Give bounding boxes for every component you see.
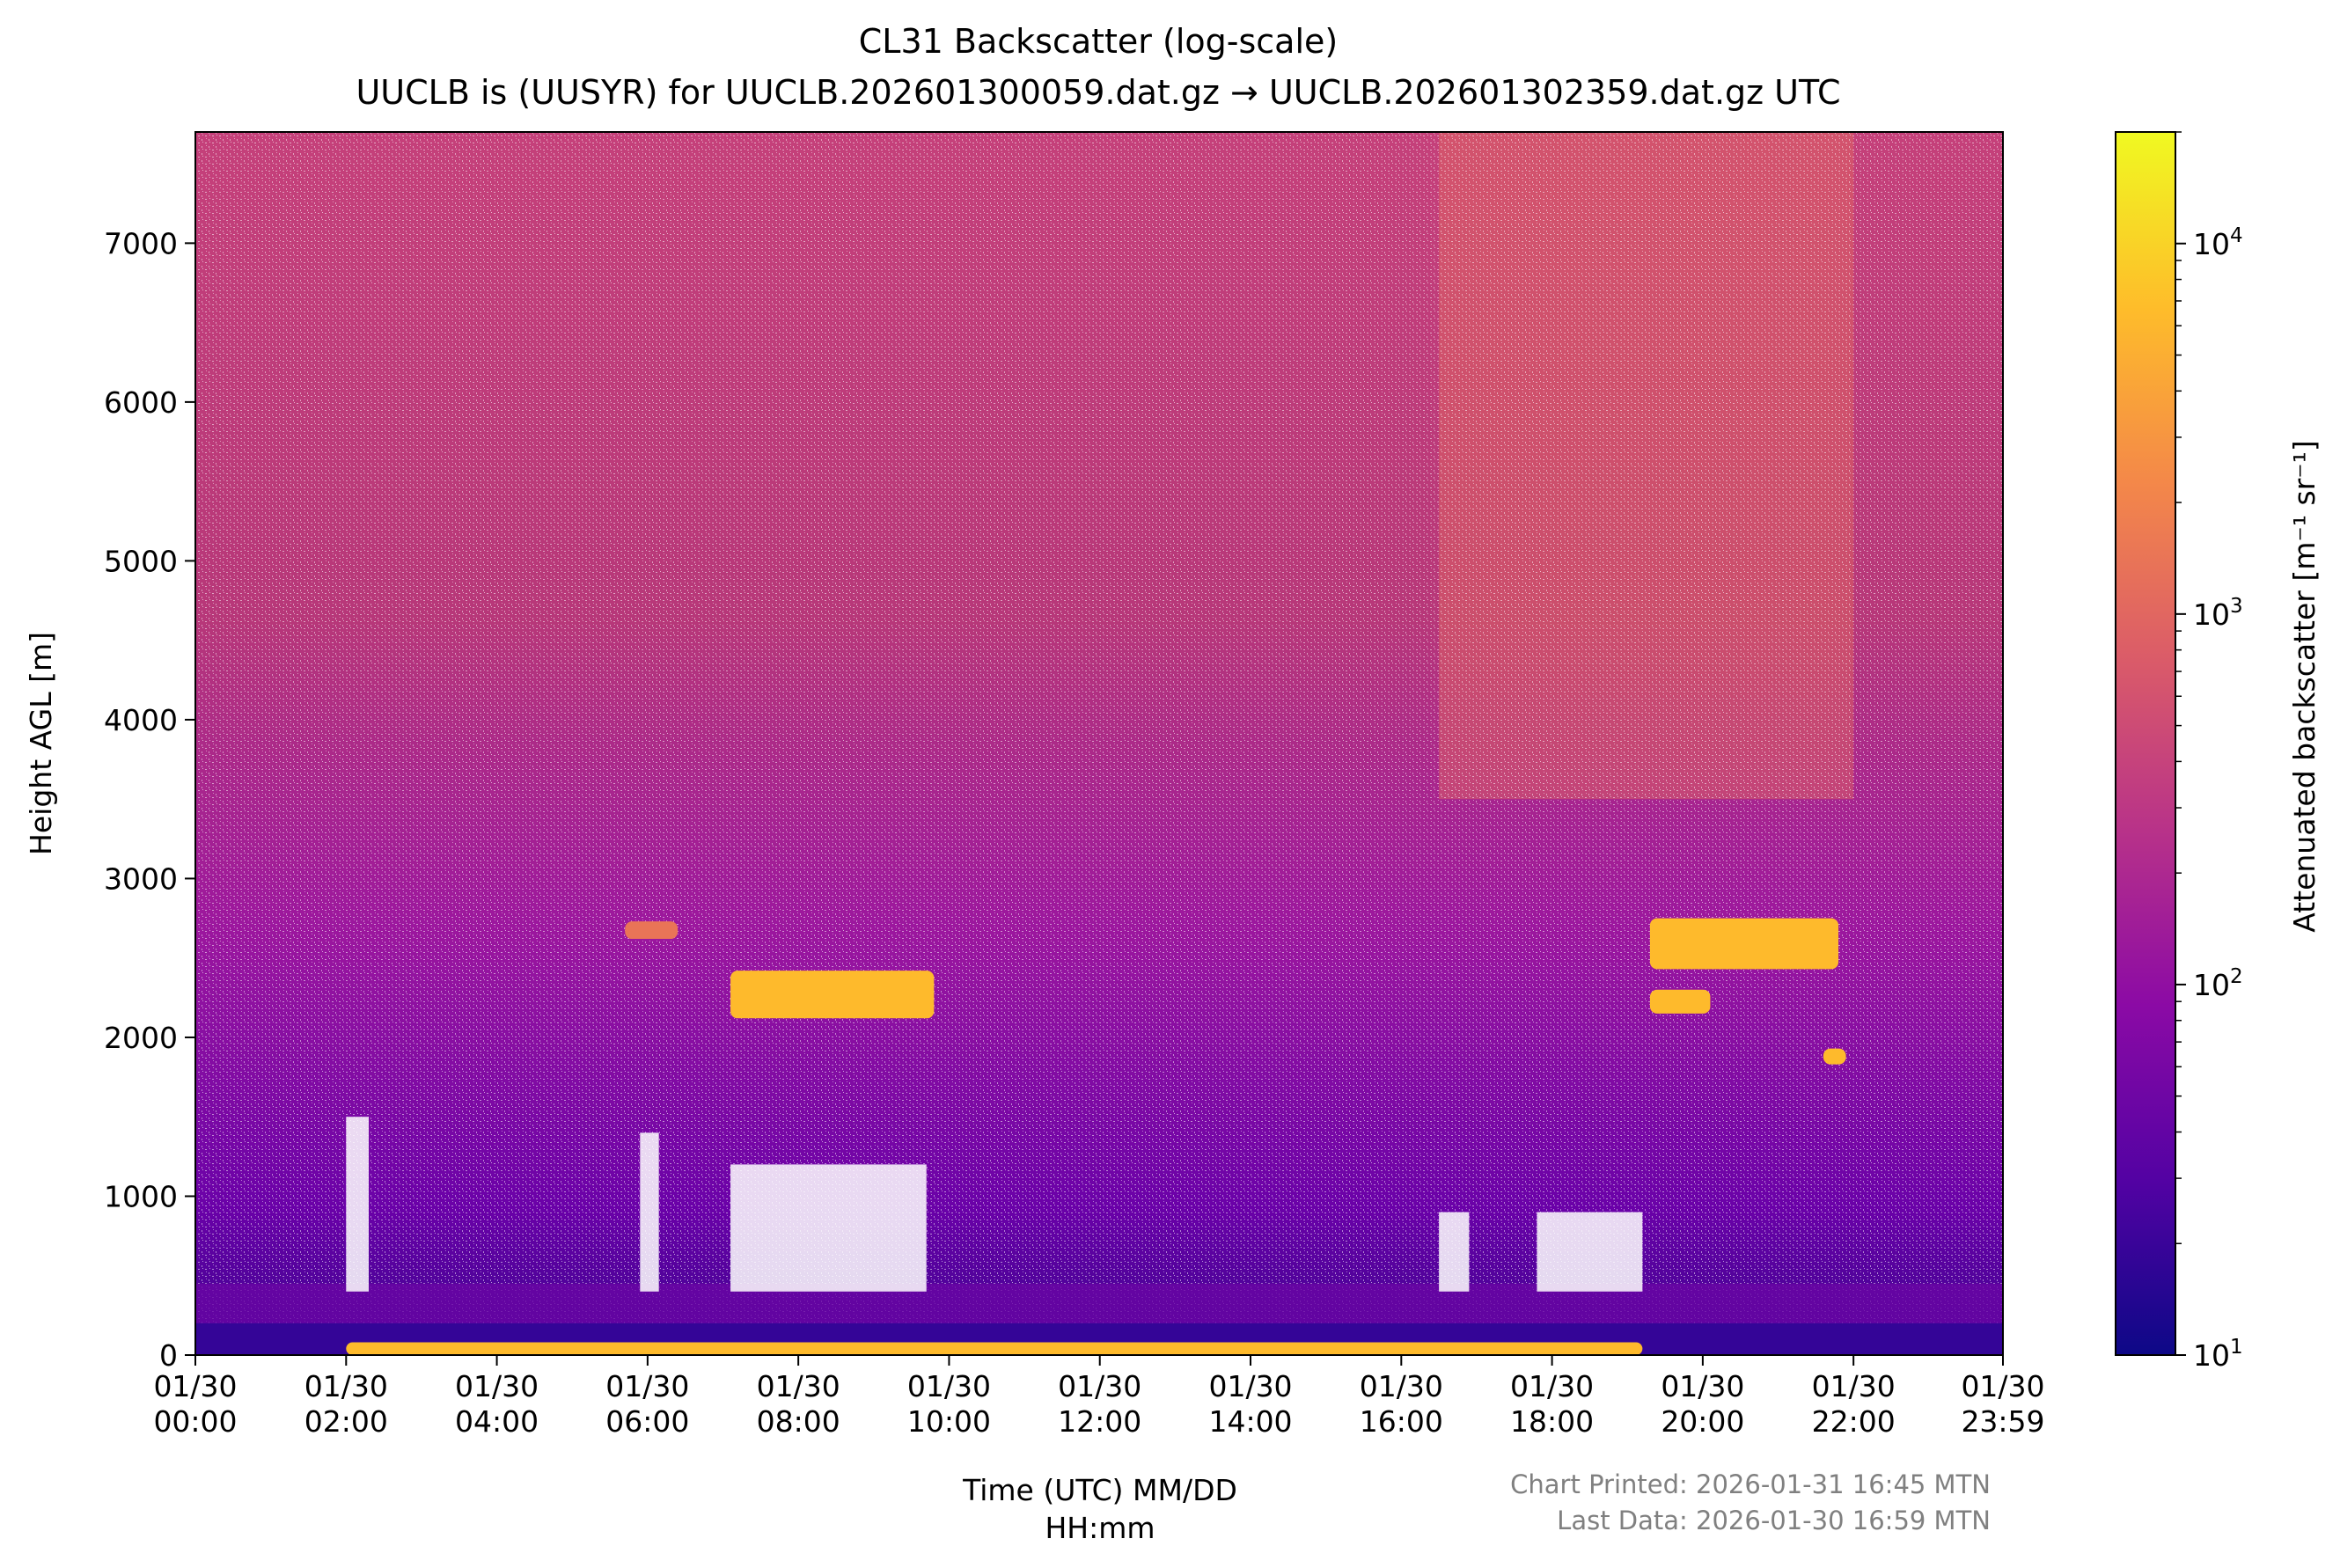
cloud-feature [730,971,935,1019]
x-tick-date: 01/30 [1661,1369,1744,1403]
low-signal-gap [640,1132,659,1292]
x-tick-date: 01/30 [757,1369,840,1403]
x-tick-time: 04:00 [455,1404,539,1439]
cloud-feature [1649,989,1711,1014]
x-tick-date: 01/30 [605,1369,689,1403]
y-tick-label: 7000 [104,226,178,260]
last-data-note: Last Data: 2026-01-30 16:59 MTN [1557,1506,1991,1535]
y-tick-label: 3000 [104,861,178,896]
x-tick-time: 20:00 [1661,1404,1744,1439]
x-tick-time: 18:00 [1510,1404,1594,1439]
colorbar [2115,131,2176,1356]
x-tick-date: 01/30 [1208,1369,1292,1403]
cloud-feature [1649,918,1839,970]
x-tick-date: 01/30 [153,1369,237,1403]
chart-title: CL31 Backscatter (log-scale) [859,22,1338,61]
colorbar-ticks: 101 102 103 104 [2175,131,2243,1373]
y-axis-ticks: 0 1000 2000 3000 4000 5000 6000 7000 [104,226,195,1373]
x-tick-time: 23:59 [1961,1404,2044,1439]
x-tick-time: 12:00 [1058,1404,1141,1439]
cloud-feature [1823,1048,1846,1065]
chart-subtitle: UUCLB is (UUSYR) for UUCLB.202601300059.… [356,73,1840,112]
x-tick-date: 01/30 [907,1369,991,1403]
x-tick-time: 08:00 [757,1404,840,1439]
x-tick-date: 01/30 [1510,1369,1594,1403]
y-tick-label: 5000 [104,544,178,578]
x-tick-time: 14:00 [1208,1404,1292,1439]
low-signal-gap [346,1117,369,1292]
x-tick-time: 00:00 [153,1404,237,1439]
chart-printed-note: Chart Printed: 2026-01-31 16:45 MTN [1510,1469,1991,1499]
x-tick-date: 01/30 [455,1369,539,1403]
colorbar-label: Attenuated backscatter [m⁻¹ sr⁻¹] [2287,440,2322,933]
x-tick-time: 06:00 [605,1404,689,1439]
x-tick-time: 10:00 [907,1404,991,1439]
x-tick-time: 16:00 [1360,1404,1443,1439]
y-tick-label: 2000 [104,1021,178,1055]
x-axis-label-line1: Time (UTC) MM/DD [962,1473,1237,1507]
x-tick-date: 01/30 [1961,1369,2044,1403]
colorbar-tick-label: 101 [2193,1336,2243,1373]
x-tick-date: 01/30 [304,1369,388,1403]
x-tick-date: 01/30 [1360,1369,1443,1403]
colorbar-tick-label: 104 [2193,224,2243,261]
y-tick-label: 4000 [104,703,178,737]
heatmap-plot-area [195,132,2003,1355]
x-axis-ticks: 01/3000:0001/3002:0001/3004:0001/3006:00… [153,1355,2045,1439]
y-tick-label: 1000 [104,1179,178,1213]
x-axis-label-line2: HH:mm [1045,1511,1155,1545]
x-tick-date: 01/30 [1058,1369,1141,1403]
colorbar-tick-label: 102 [2193,965,2243,1002]
low-signal-gap [730,1164,927,1292]
y-axis-label: Height AGL [m] [24,632,58,855]
y-tick-label: 6000 [104,385,178,420]
x-tick-date: 01/30 [1812,1369,1896,1403]
low-signal-gap [1537,1212,1643,1292]
low-signal-gap [1439,1212,1470,1292]
cloud-feature [346,1342,1643,1355]
cloud-features [346,918,1846,1355]
cloud-feature [625,921,679,940]
x-tick-time: 22:00 [1812,1404,1896,1439]
noise-speckle [195,132,2003,1355]
y-tick-label: 0 [159,1338,178,1373]
x-tick-time: 02:00 [304,1404,388,1439]
colorbar-tick-label: 103 [2193,595,2243,632]
